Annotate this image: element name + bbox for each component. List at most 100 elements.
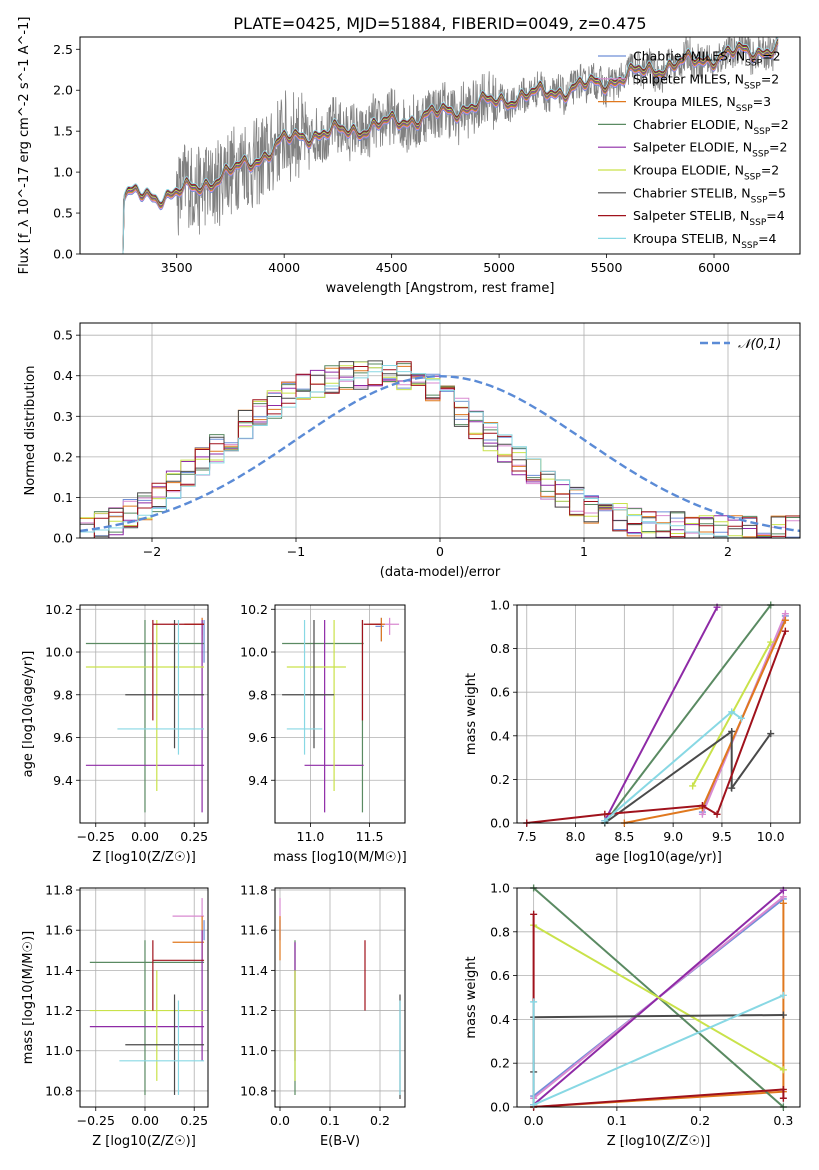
legend-subscript: SSP [736, 104, 753, 114]
legend-label-SaS: Salpeter STELIB, NSSP=4 [633, 208, 785, 228]
legend-subscript: SSP [744, 173, 761, 183]
y-tick-label: 1.5 [53, 124, 73, 139]
legend-label-ChS: Chabrier STELIB, NSSP=5 [633, 185, 786, 205]
x-tick-label: 10.0 [757, 829, 785, 844]
model-spectrum-ChM [122, 45, 779, 254]
x-tick-label: 0.25 [180, 829, 208, 844]
panel-weight_vs_Z: 0.0 0.1 0.2 0.3 0.0 0.2 0.4 0.6 0.8 1.0 Z [log10(Z… [464, 881, 801, 1149]
weight-marker-SaM [779, 893, 787, 901]
y-tick-label: 9.8 [248, 687, 268, 702]
figure-title: PLATE=0425, MJD=51884, FIBERID=0049, z=0… [233, 14, 646, 33]
weight-marker-KrE [779, 1066, 787, 1074]
x-tick-label: 0.25 [180, 1113, 208, 1128]
x-tick-label: 5500 [591, 260, 623, 275]
model-spectrum-SaM [122, 44, 779, 254]
y-tick-label: 11.0 [240, 1043, 268, 1058]
x-tick-label: 6000 [698, 260, 730, 275]
weight-line-SaS [526, 630, 787, 823]
panel-spectrum: 3500 4000 4500 5000 5500 6000 0.0 0.5 1.0 1.5 2.0 2… [17, 17, 801, 296]
weight-marker-SaM [698, 810, 706, 818]
x-axis-label: Z [log10(Z/Z☉)] [607, 1134, 711, 1149]
y-axis-label: mass [log10(M/M☉)] [21, 931, 36, 1064]
observed-spectrum [122, 37, 778, 254]
x-tick-label: 1 [580, 544, 588, 559]
panel-mass_vs_Z: −0.25 0.00 0.25 10.8 11.0 11.2 11.4 11.6 11.8 Z [… [21, 883, 209, 1149]
weight-marker-SaS [713, 810, 721, 818]
model-spectrum-KrS [122, 37, 779, 254]
x-tick-label: 0.0 [270, 1113, 290, 1128]
x-tick-label: 0.3 [773, 1113, 793, 1128]
x-tick-label: 0.00 [131, 1113, 159, 1128]
x-tick-label: 0.1 [607, 1113, 627, 1128]
x-axis-label: mass [log10(M/M☉)] [273, 850, 406, 865]
legend-label-SaE: Salpeter ELODIE, NSSP=2 [633, 140, 787, 160]
y-tick-label: 0.2 [490, 772, 510, 787]
x-tick-label: 4500 [376, 260, 408, 275]
legend-label-SaM: Salpeter MILES, NSSP=2 [633, 71, 779, 91]
axes-frame [274, 604, 406, 824]
y-tick-label: 0.1 [53, 490, 73, 505]
x-tick-label: 0.2 [690, 1113, 710, 1128]
x-tick-label: 8.5 [614, 829, 634, 844]
x-tick-label: 9.0 [663, 829, 683, 844]
legend-subscript: SSP [751, 195, 768, 205]
axes-frame [516, 887, 801, 1108]
axes-frame [516, 604, 801, 824]
x-axis-label: (data-model)/error [380, 565, 501, 580]
y-tick-label: 0.8 [490, 924, 510, 939]
y-tick-label: 9.4 [53, 773, 73, 788]
model-spectrum-KrM [122, 43, 779, 254]
y-tick-label: 9.6 [53, 730, 73, 745]
y-tick-label: 10.8 [45, 1083, 73, 1098]
weight-marker-SaS [530, 910, 538, 918]
x-axis-label: Z [log10(Z/Z☉)] [92, 850, 196, 865]
legend-subscript: SSP [752, 150, 769, 160]
y-tick-label: 10.0 [45, 645, 73, 660]
weight-marker-KrS [728, 708, 736, 716]
histogram-SaS [80, 361, 800, 538]
y-tick-label: 11.8 [45, 883, 73, 898]
model-spectrum-SaE [122, 41, 779, 254]
weight-marker-KrM [781, 616, 789, 624]
x-tick-label: −1 [287, 544, 305, 559]
y-tick-label: 11.6 [240, 923, 268, 938]
y-tick-label: 0.0 [490, 816, 510, 831]
panel-age_vs_Z: −0.25 0.00 0.25 9.4 9.6 9.8 10.0 10.2 Z [log10(Z… [21, 602, 209, 865]
weight-line-ChS [604, 729, 772, 823]
legend-count: =5 [768, 185, 786, 200]
x-tick-label: 0.2 [370, 1113, 390, 1128]
legend-subscript: SSP [744, 81, 761, 91]
legend-count: =2 [769, 140, 787, 155]
x-tick-label: 0.1 [320, 1113, 340, 1128]
y-tick-label: 0.3 [53, 409, 73, 424]
model-spectrum-ChE [122, 42, 779, 254]
x-tick-label: 11.0 [297, 829, 325, 844]
y-tick-label: 1.0 [53, 165, 73, 180]
legend-count: =2 [761, 71, 779, 86]
weight-marker-ChS [767, 730, 775, 738]
y-tick-label: 2.0 [53, 83, 73, 98]
y-axis-label: age [log10(age/yr)] [21, 651, 36, 778]
x-tick-label: −0.25 [77, 1113, 115, 1128]
weight-marker-KrE [689, 782, 697, 790]
x-tick-label: 0.00 [131, 829, 159, 844]
legend-label-KrS: Kroupa STELIB, NSSP=4 [633, 231, 777, 251]
legend-subscript: SSP [745, 59, 762, 69]
y-tick-label: 9.4 [248, 773, 268, 788]
y-axis-label: Normed distribution [23, 366, 38, 496]
weight-marker-SaS [779, 1085, 787, 1093]
x-tick-label: 8.0 [566, 829, 586, 844]
y-tick-label: 0.4 [53, 368, 73, 383]
weight-marker-KrS [737, 714, 745, 722]
x-tick-label: 11.5 [356, 829, 384, 844]
weight-line-KrE [533, 924, 784, 1071]
y-tick-label: 0.5 [53, 206, 73, 221]
legend-label-KrM: Kroupa MILES, NSSP=3 [633, 94, 771, 114]
normal-reference-curve [80, 374, 800, 533]
y-tick-label: 11.4 [45, 963, 73, 978]
y-tick-label: 11.2 [240, 1003, 268, 1018]
x-axis-label: age [log10(age/yr)] [595, 850, 722, 865]
legend-label-KrE: Kroupa ELODIE, NSSP=2 [633, 163, 779, 183]
y-tick-label: 0.6 [490, 968, 510, 983]
weight-marker-SaS [779, 1094, 787, 1102]
